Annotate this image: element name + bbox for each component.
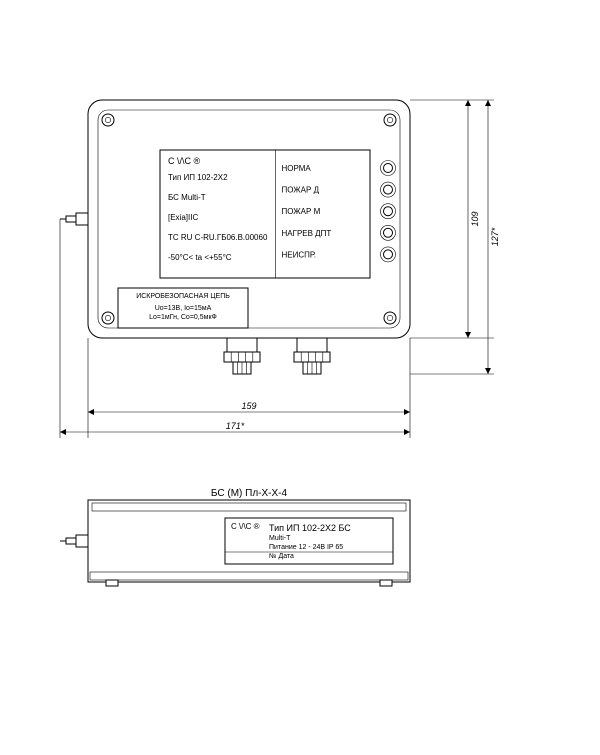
svg-text:Multi-T: Multi-T <box>269 535 291 542</box>
svg-text:№: № Дата <box>269 553 294 560</box>
left-connector-top <box>60 213 88 225</box>
svg-text:-50°C< ta <+55°C: -50°C< ta <+55°C <box>168 253 232 262</box>
svg-text:[Exia]IIC: [Exia]IIC <box>168 213 198 222</box>
technical-drawing: С \/\С ® Тип ИП 102-2Х2 БС Multi-T [Exia]I… <box>0 0 600 750</box>
svg-text:НОРМА: НОРМА <box>282 164 312 173</box>
cable-glands <box>224 338 330 374</box>
svg-text:Питание 12 - 24В IP: Питание 12 - 24В IP 65 <box>269 544 343 551</box>
svg-text:ПОЖАР М: ПОЖАР М <box>282 207 321 216</box>
svg-text:TC RU C-RU.ГБ06.В.00060: TC RU C-RU.ГБ06.В.00060 <box>168 233 268 242</box>
svg-text:Uo=13В, Io=15мА: Uo=13В, Io=15мА <box>155 305 212 312</box>
side-brand: С \/\С ® <box>231 522 260 531</box>
svg-text:127*: 127* <box>490 227 500 246</box>
svg-text:109: 109 <box>470 211 480 226</box>
safety-label-title: ИСКРОБЕЗОПАСНАЯ ЦЕПЬ <box>136 293 230 300</box>
svg-text:159: 159 <box>241 401 256 411</box>
side-title: БС (М) Пл-Х-Х-4 <box>211 488 288 499</box>
svg-text:Тип ИП 102-2Х2 БС: Тип ИП 102-2Х2 БС <box>269 523 351 533</box>
svg-text:БС Multi-T: БС Multi-T <box>168 193 206 202</box>
brand-logo: С \/\С ® <box>168 156 201 166</box>
svg-text:ПОЖАР Д: ПОЖАР Д <box>282 186 320 195</box>
side-view: БС (М) Пл-Х-Х-4 С \/\С ® Тип ИП 102-2Х2 … <box>60 488 410 586</box>
svg-text:НЕИСПР.: НЕИСПР. <box>282 250 316 259</box>
svg-text:Lo=1мГн, Co=0,5мкФ: Lo=1мГн, Co=0,5мкФ <box>149 314 217 321</box>
svg-text:Тип ИП 102-2Х2: Тип ИП 102-2Х2 <box>168 173 228 182</box>
left-connector-side <box>60 535 88 547</box>
svg-text:НАГРЕВ ДПТ: НАГРЕВ ДПТ <box>282 229 332 238</box>
svg-text:171*: 171* <box>226 421 245 431</box>
top-view: С \/\С ® Тип ИП 102-2Х2 БС Multi-T [Exia]I… <box>60 100 410 374</box>
